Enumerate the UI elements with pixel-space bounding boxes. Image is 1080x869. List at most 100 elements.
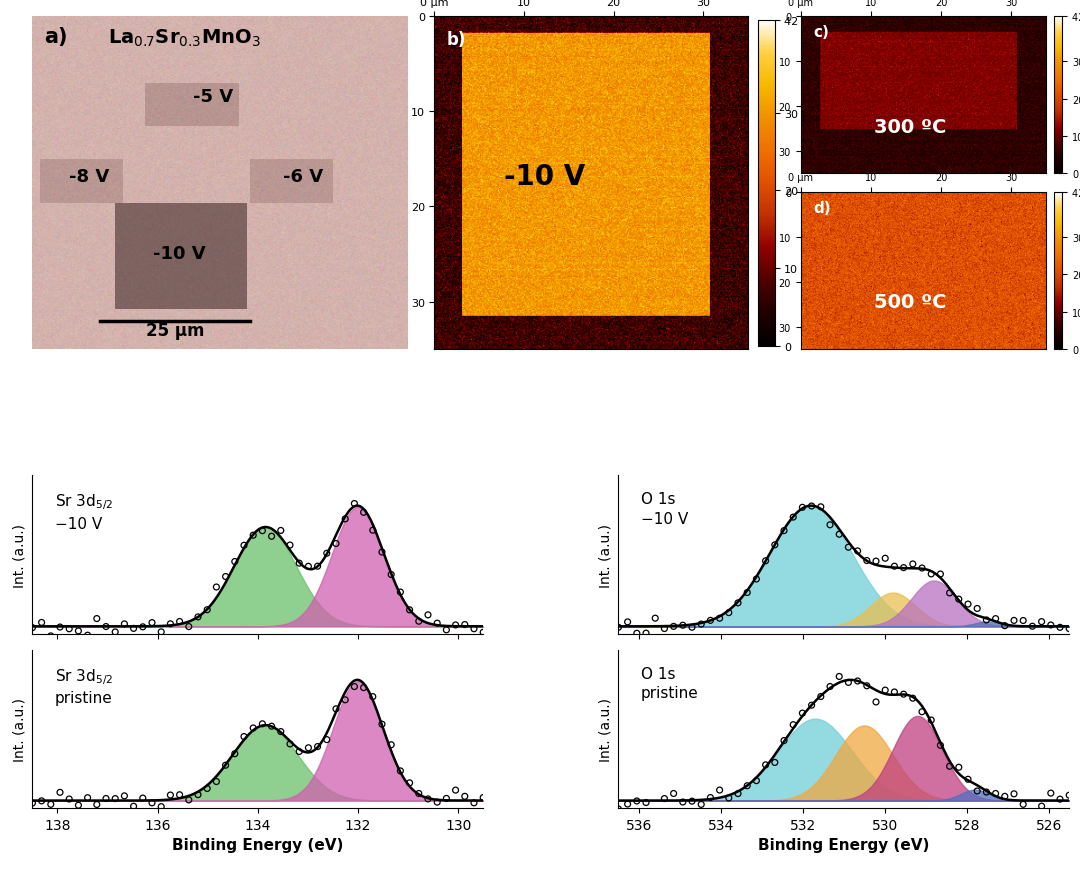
Point [319,547,336,561]
Point [895,561,913,575]
Point [70,624,87,638]
Point [282,539,299,553]
Point [447,618,464,632]
Point [711,783,728,797]
Point [189,610,206,624]
Point [739,779,756,793]
Text: O 1s
pristine: O 1s pristine [640,666,699,700]
Bar [145,83,239,127]
Point [812,690,829,704]
Text: 25 μm: 25 μm [146,322,204,340]
Point [775,733,793,747]
Point [794,501,811,514]
Point [739,586,756,600]
Point [1061,788,1078,802]
Point [125,621,143,635]
Point [116,789,133,803]
Point [637,627,654,640]
Point [969,784,986,798]
X-axis label: Binding Energy (eV): Binding Energy (eV) [172,838,343,852]
Point [189,788,206,802]
Point [272,725,289,739]
Point [766,538,783,552]
Bar [40,160,123,203]
Point [419,792,436,806]
Text: a): a) [43,27,67,47]
Y-axis label: Int. (a.u.): Int. (a.u.) [13,697,27,761]
Point [1051,793,1068,806]
Point [674,795,691,809]
Point [1005,614,1023,627]
Point [720,606,738,620]
Point [89,798,106,812]
Point [134,791,151,805]
Y-axis label: Int. (a.u.): Int. (a.u.) [599,523,612,587]
Point [1024,620,1041,634]
Point [747,573,765,587]
Point [831,670,848,684]
Point [1014,798,1031,812]
Point [692,617,710,631]
Point [244,528,261,542]
Point [144,616,161,630]
Point [665,620,683,634]
Point [1042,619,1059,633]
Point [1014,614,1031,627]
Point [702,791,719,805]
Point [619,797,636,811]
Point [337,693,354,707]
Point [932,567,949,581]
Point [60,793,78,806]
Point [235,730,253,744]
Point [904,557,921,571]
Point [859,679,876,693]
Point [629,627,646,640]
Point [729,786,746,800]
Point [374,546,391,560]
Point [401,776,418,790]
Point [309,740,326,753]
Point [996,619,1013,633]
Point [629,794,646,808]
Point [52,620,69,634]
Point [867,695,885,709]
Point [674,619,691,633]
Point [162,788,179,802]
Point [291,745,308,759]
Text: 500 ºC: 500 ºC [875,293,947,312]
Point [895,687,913,701]
Point [610,802,627,816]
Point [757,554,774,568]
Point [456,789,473,803]
Text: O 1s
−10 V: O 1s −10 V [640,492,688,527]
Point [784,511,801,525]
Point [244,721,261,735]
Point [1032,615,1050,629]
Point [300,741,318,755]
Point [914,705,931,719]
Text: -5 V: -5 V [192,88,233,106]
Point [162,617,179,631]
Point [70,799,87,813]
Point [419,608,436,622]
Y-axis label: Int. (a.u.): Int. (a.u.) [13,523,27,587]
Point [757,758,774,772]
Point [867,554,885,568]
Point [171,788,188,802]
Point [665,786,683,800]
Point [33,794,51,808]
Point [474,791,491,805]
X-axis label: Binding Energy (eV): Binding Energy (eV) [758,838,930,852]
Point [327,702,345,716]
Point [720,791,738,805]
Point [171,615,188,629]
Point [822,518,839,532]
Point [1042,786,1059,800]
Point [272,524,289,538]
Point [410,614,428,628]
Point [207,580,225,594]
Point [877,552,894,566]
Point [996,789,1013,803]
Point [447,783,464,797]
Point [24,796,41,810]
